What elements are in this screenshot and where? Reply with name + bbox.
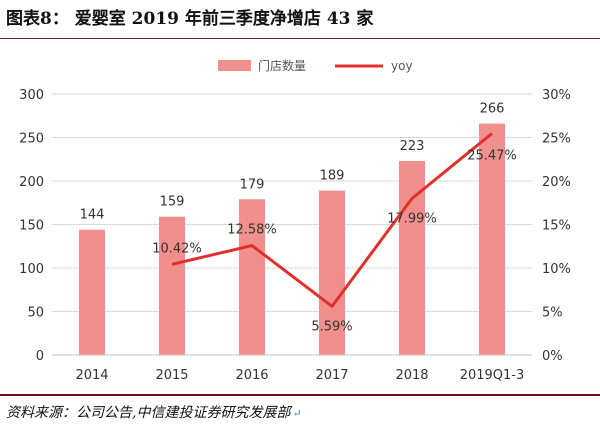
yoy-value-label: 17.99%	[387, 211, 437, 226]
x-tick-label: 2019Q1-3	[460, 368, 525, 383]
bar	[79, 229, 105, 355]
title-divider	[0, 38, 600, 39]
bar-series	[79, 123, 505, 355]
bar-value-label: 223	[400, 139, 425, 154]
gridlines	[52, 93, 532, 312]
bar-value-label: 144	[80, 208, 105, 223]
yoy-value-label: 12.58%	[227, 223, 277, 238]
line-series	[171, 132, 493, 308]
y-left-tick-label: 200	[19, 175, 44, 190]
bar	[159, 216, 185, 355]
bar	[319, 190, 345, 355]
paragraph-mark-icon: ↵	[292, 407, 302, 420]
bar-value-label: 189	[320, 169, 345, 184]
axes: 0 50 100 150 200 250 300 0% 5% 10% 15% 20% 25% 30% 201…	[19, 88, 571, 383]
bar-value-label: 179	[240, 177, 265, 192]
y-left-tick-label: 50	[27, 306, 44, 321]
figure-title-bar: 图表8： 爱婴室 2019 年前三季度净增店 43 家	[0, 0, 600, 40]
bar	[479, 123, 505, 355]
combo-chart: 144 159 179 189 223 266 10.42% 12.58% 5.59% 17.99…	[19, 58, 571, 383]
yoy-value-label: 25.47%	[467, 148, 517, 163]
bar-value-label: 266	[480, 102, 505, 117]
legend-label-stores: 门店数量	[258, 58, 306, 73]
y-right-tick-label: 20%	[542, 175, 571, 190]
y-right-tick-label: 10%	[542, 262, 571, 277]
yoy-line	[171, 132, 493, 308]
yoy-value-label: 10.42%	[152, 241, 202, 256]
bar-value-label: 159	[160, 195, 185, 210]
source-note: 资料来源：公司公告,中信建投证券研究发展部 ↵	[6, 402, 302, 422]
legend-label-yoy: yoy	[391, 59, 413, 73]
y-right-tick-label: 25%	[542, 132, 571, 147]
x-tick-label: 2018	[395, 368, 428, 383]
y-left-tick-label: 100	[19, 262, 44, 277]
figure-title: 图表8： 爱婴室 2019 年前三季度净增店 43 家	[6, 9, 374, 29]
x-tick-label: 2016	[235, 368, 268, 383]
y-left-tick-label: 300	[19, 88, 44, 103]
legend-swatch-bar	[218, 60, 251, 71]
yoy-value-label: 5.59%	[311, 319, 352, 334]
data-labels: 144 159 179 189 223 266 10.42% 12.58% 5.59% 17.99…	[80, 102, 517, 335]
x-tick-label: 2017	[315, 368, 348, 383]
chart-area: 144 159 179 189 223 266 10.42% 12.58% 5.59% 17.99…	[0, 40, 600, 392]
footer-divider	[0, 394, 600, 396]
legend: 门店数量 yoy	[218, 58, 413, 73]
source-text: 资料来源：公司公告,中信建投证券研究发展部	[6, 405, 291, 421]
y-right-tick-label: 15%	[542, 219, 571, 234]
bar	[239, 199, 265, 355]
y-right-tick-label: 5%	[542, 306, 563, 321]
y-left-tick-label: 250	[19, 132, 44, 147]
y-right-tick-label: 30%	[542, 88, 571, 103]
y-right-tick-label: 0%	[542, 349, 563, 364]
x-tick-label: 2014	[75, 368, 108, 383]
x-tick-label: 2015	[155, 368, 188, 383]
y-left-tick-label: 0	[36, 349, 44, 364]
y-left-tick-label: 150	[19, 219, 44, 234]
